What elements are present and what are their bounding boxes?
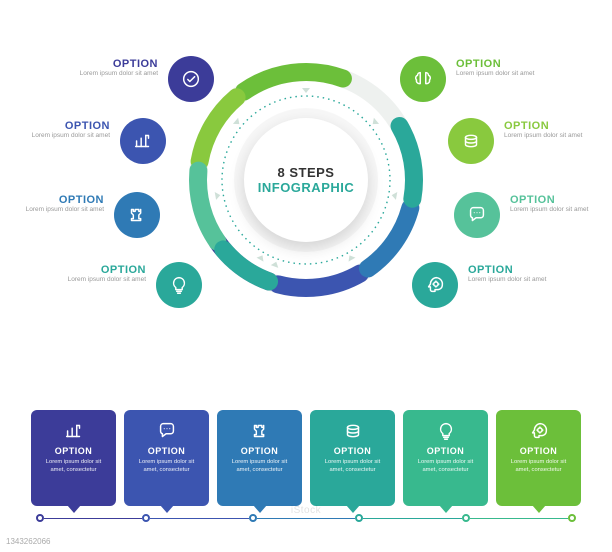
option-sub: Lorem ipsum dolor sit amet [468, 276, 588, 284]
option-node-7: OPTION Lorem ipsum dolor sit amet [454, 192, 500, 238]
card-title: OPTION [132, 446, 201, 456]
timeline-card-2: OPTION Lorem ipsum dolor sit amet, conse… [124, 410, 209, 506]
card-sub: Lorem ipsum dolor sit amet, consectetur [225, 459, 294, 474]
center-line-2: INFOGRAPHIC [258, 180, 355, 195]
option-text: OPTION Lorem ipsum dolor sit amet [504, 120, 612, 140]
timeline-row: OPTION Lorem ipsum dolor sit amet, conse… [31, 410, 581, 506]
card-sub: Lorem ipsum dolor sit amet, consectetur [39, 459, 108, 474]
infographic-canvas: 8 STEPS INFOGRAPHIC OPTION Lorem ipsum d… [0, 0, 612, 552]
card-title: OPTION [318, 446, 387, 456]
option-text: OPTION Lorem ipsum dolor sit amet [468, 264, 588, 284]
track-dot [568, 514, 576, 522]
option-sub: Lorem ipsum dolor sit amet [504, 132, 612, 140]
option-sub: Lorem ipsum dolor sit amet [38, 70, 158, 78]
option-node-4: OPTION Lorem ipsum dolor sit amet [156, 262, 202, 308]
track-dot [249, 514, 257, 522]
rook-icon [225, 420, 294, 442]
head-gear-icon [412, 262, 458, 308]
coins-icon [448, 118, 494, 164]
circular-ring: 8 STEPS INFOGRAPHIC [186, 60, 426, 300]
card-sub: Lorem ipsum dolor sit amet, consectetur [504, 459, 573, 474]
option-title: OPTION [0, 194, 104, 206]
track-dot [36, 514, 44, 522]
card-title: OPTION [504, 446, 573, 456]
timeline-card-3: OPTION Lorem ipsum dolor sit amet, conse… [217, 410, 302, 506]
track-dot [355, 514, 363, 522]
option-node-1: OPTION Lorem ipsum dolor sit amet [168, 56, 214, 102]
timeline-card-6: OPTION Lorem ipsum dolor sit amet, conse… [496, 410, 581, 506]
chat-icon [454, 192, 500, 238]
bulb-icon [411, 420, 480, 442]
bar-growth-icon [120, 118, 166, 164]
option-text: OPTION Lorem ipsum dolor sit amet [0, 120, 110, 140]
option-title: OPTION [468, 264, 588, 276]
track-segment [257, 518, 355, 519]
image-id: 1343262066 [6, 537, 51, 546]
chat-icon [132, 420, 201, 442]
option-title: OPTION [38, 58, 158, 70]
option-text: OPTION Lorem ipsum dolor sit amet [26, 264, 146, 284]
option-title: OPTION [504, 120, 612, 132]
bulb-icon [156, 262, 202, 308]
track-dot [462, 514, 470, 522]
card-title: OPTION [225, 446, 294, 456]
option-node-3: OPTION Lorem ipsum dolor sit amet [114, 192, 160, 238]
timeline-card-5: OPTION Lorem ipsum dolor sit amet, conse… [403, 410, 488, 506]
option-node-6: OPTION Lorem ipsum dolor sit amet [448, 118, 494, 164]
option-sub: Lorem ipsum dolor sit amet [0, 132, 110, 140]
option-title: OPTION [456, 58, 576, 70]
track-dot [142, 514, 150, 522]
card-sub: Lorem ipsum dolor sit amet, consectetur [411, 459, 480, 474]
check-circle-icon [168, 56, 214, 102]
option-sub: Lorem ipsum dolor sit amet [0, 206, 104, 214]
card-sub: Lorem ipsum dolor sit amet, consectetur [318, 459, 387, 474]
option-sub: Lorem ipsum dolor sit amet [26, 276, 146, 284]
timeline-track [36, 514, 576, 522]
rook-icon [114, 192, 160, 238]
coins-icon [318, 420, 387, 442]
timeline-card-1: OPTION Lorem ipsum dolor sit amet, conse… [31, 410, 116, 506]
option-node-5: OPTION Lorem ipsum dolor sit amet [400, 56, 446, 102]
option-sub: Lorem ipsum dolor sit amet [456, 70, 576, 78]
timeline-card-4: OPTION Lorem ipsum dolor sit amet, conse… [310, 410, 395, 506]
center-disc: 8 STEPS INFOGRAPHIC [244, 118, 368, 242]
card-title: OPTION [411, 446, 480, 456]
option-text: OPTION Lorem ipsum dolor sit amet [456, 58, 576, 78]
track-segment [150, 518, 248, 519]
bar-growth-icon [39, 420, 108, 442]
track-segment [44, 518, 142, 519]
center-line-1: 8 STEPS [278, 165, 335, 180]
track-segment [470, 518, 568, 519]
card-title: OPTION [39, 446, 108, 456]
option-title: OPTION [0, 120, 110, 132]
option-sub: Lorem ipsum dolor sit amet [510, 206, 612, 214]
option-text: OPTION Lorem ipsum dolor sit amet [38, 58, 158, 78]
card-sub: Lorem ipsum dolor sit amet, consectetur [132, 459, 201, 474]
option-text: OPTION Lorem ipsum dolor sit amet [510, 194, 612, 214]
option-node-2: OPTION Lorem ipsum dolor sit amet [120, 118, 166, 164]
head-gear-icon [504, 420, 573, 442]
option-title: OPTION [26, 264, 146, 276]
option-title: OPTION [510, 194, 612, 206]
option-node-8: OPTION Lorem ipsum dolor sit amet [412, 262, 458, 308]
track-segment [363, 518, 461, 519]
brain-icon [400, 56, 446, 102]
option-text: OPTION Lorem ipsum dolor sit amet [0, 194, 104, 214]
